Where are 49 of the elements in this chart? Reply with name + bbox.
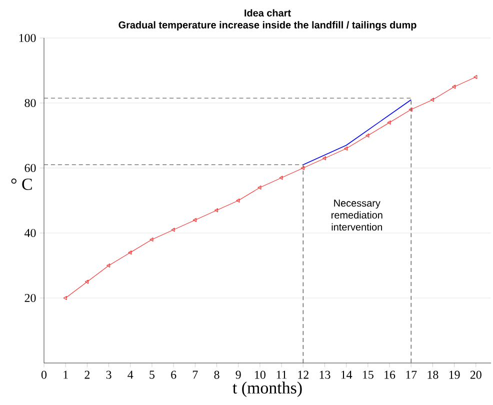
x-tick-label: 0 <box>41 370 47 379</box>
x-tick-label: 10 <box>255 370 266 379</box>
y-tick-label: 100 <box>19 34 36 42</box>
y-tick-label: 60 <box>24 164 36 172</box>
point <box>128 250 132 255</box>
point <box>452 84 456 89</box>
point <box>366 133 370 138</box>
x-tick-label: 8 <box>214 370 220 379</box>
point <box>84 280 88 284</box>
chart-title: Idea chart <box>244 9 291 17</box>
x-tick-label: 19 <box>449 370 460 379</box>
point <box>279 176 283 180</box>
x-tick-label: 1 <box>64 370 68 379</box>
x-tick-label: 18 <box>428 370 438 379</box>
chart-subtitle: Gradual temperature increase inside the landfill / tailings dump <box>118 21 416 30</box>
point <box>258 185 262 190</box>
point <box>192 218 196 222</box>
x-tick-label: 4 <box>128 370 134 379</box>
point <box>214 208 218 212</box>
point <box>322 156 326 160</box>
x-axis-title: t (months) <box>232 382 302 398</box>
point <box>150 237 154 242</box>
point <box>430 98 434 102</box>
x-tick-label: 20 <box>470 370 482 379</box>
x-tick-label: 5 <box>150 370 154 379</box>
x-tick-label: 12 <box>298 370 308 379</box>
x-tick-label: 7 <box>192 370 198 379</box>
point <box>236 198 240 203</box>
point <box>344 146 348 151</box>
point <box>106 263 110 268</box>
y-tick-label: 40 <box>24 228 36 238</box>
point <box>408 107 412 112</box>
x-tick-label: 16 <box>384 370 396 379</box>
x-tick-label: 15 <box>362 370 374 379</box>
x-tick-label: 17 <box>406 370 417 379</box>
x-tick-label: 6 <box>171 370 176 379</box>
y-tick-label: 20 <box>24 294 36 302</box>
annotation: Necessary remediation intervention <box>332 200 382 231</box>
y-tick-label: 80 <box>24 98 36 108</box>
point <box>171 228 175 232</box>
x-tick-label: 9 <box>236 370 241 379</box>
point <box>300 166 304 170</box>
x-tick-label: 14 <box>341 370 352 379</box>
x-tick-label: 13 <box>320 370 330 379</box>
y-axis-title: ° C <box>11 178 32 190</box>
x-tick-label: 11 <box>276 370 287 379</box>
point <box>387 120 391 125</box>
x-tick-label: 3 <box>106 370 112 379</box>
x-tick-label: 2 <box>84 370 90 379</box>
